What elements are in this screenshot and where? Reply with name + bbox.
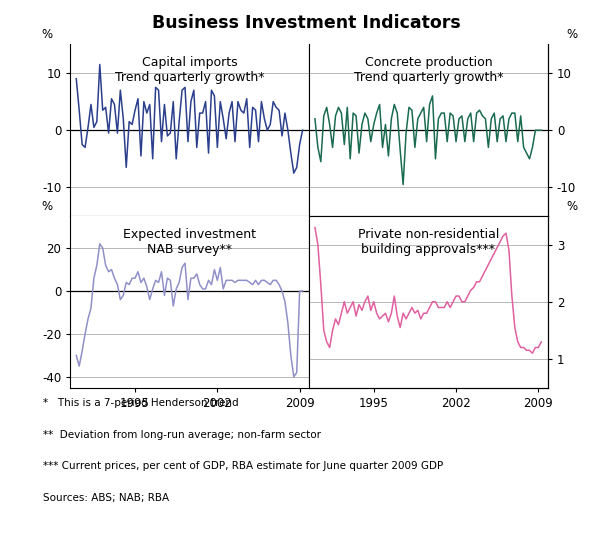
Text: %: %	[566, 199, 577, 212]
Text: *   This is a 7-period Henderson trend: * This is a 7-period Henderson trend	[43, 398, 239, 408]
Text: %: %	[566, 28, 577, 41]
Text: Concrete production
Trend quarterly growth*: Concrete production Trend quarterly grow…	[354, 56, 503, 85]
Text: Capital imports
Trend quarterly growth*: Capital imports Trend quarterly growth*	[115, 56, 264, 85]
Text: Sources: ABS; NAB; RBA: Sources: ABS; NAB; RBA	[43, 493, 169, 502]
Text: %: %	[41, 199, 52, 212]
Text: %: %	[41, 28, 52, 41]
Text: Expected investment
NAB survey**: Expected investment NAB survey**	[123, 228, 256, 256]
Text: Private non-residential
building approvals***: Private non-residential building approva…	[357, 228, 499, 256]
Text: **  Deviation from long-run average; non-farm sector: ** Deviation from long-run average; non-…	[43, 430, 321, 440]
Text: *** Current prices, per cent of GDP, RBA estimate for June quarter 2009 GDP: *** Current prices, per cent of GDP, RBA…	[43, 461, 443, 471]
Text: Business Investment Indicators: Business Investment Indicators	[152, 14, 460, 31]
